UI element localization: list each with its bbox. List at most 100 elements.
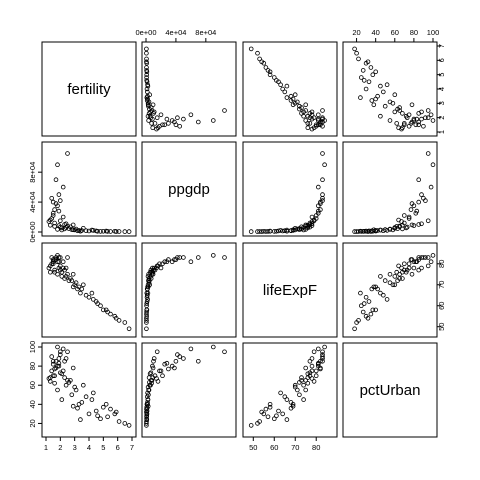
point-lifeexpf-vs-ppgdp-42: [211, 253, 216, 258]
point-fertility-vs-ppgdp-23: [145, 89, 150, 95]
point-lifeexpf-vs-fertility-29: [116, 318, 122, 323]
point-fertility-vs-ppgdp-29: [144, 56, 149, 62]
tick-label-bottom-fertility-5: 6: [116, 443, 120, 452]
point-lifeexpf-vs-fertility-40: [50, 261, 56, 267]
point-ppgdp-vs-pcturban-44: [416, 177, 422, 183]
point-pcturban-vs-ppgdp-54: [150, 365, 156, 371]
point-fertility-vs-lifeexpf-56: [315, 116, 321, 122]
tick-label-bottom-fertility-3: 4: [87, 443, 91, 452]
point-ppgdp-vs-fertility-17: [98, 229, 103, 234]
point-ppgdp-vs-pcturban-57: [400, 226, 405, 232]
point-fertility-vs-pcturban-14: [425, 115, 431, 120]
point-pcturban-vs-lifeexpf-36: [297, 392, 302, 398]
point-pcturban-vs-fertility-29: [116, 419, 122, 424]
point-fertility-vs-lifeexpf-48: [259, 59, 265, 65]
point-ppgdp-vs-pcturban-40: [401, 213, 407, 218]
point-fertility-vs-pcturban-37: [373, 96, 379, 102]
point-lifeexpf-vs-pcturban-28: [390, 282, 396, 288]
point-lifeexpf-vs-fertility-13: [47, 269, 53, 275]
point-pcturban-vs-lifeexpf-48: [259, 409, 265, 415]
tick-label-left-pcturban-3: 80: [28, 362, 37, 370]
point-pcturban-vs-fertility-58: [78, 417, 83, 422]
point-pcturban-vs-lifeexpf-39: [309, 376, 315, 381]
point-pcturban-vs-ppgdp-6: [173, 358, 179, 364]
point-ppgdp-vs-pcturban-51: [419, 221, 424, 227]
point-pcturban-vs-lifeexpf-52: [307, 370, 313, 376]
point-pcturban-vs-lifeexpf-30: [267, 404, 273, 410]
point-lifeexpf-vs-ppgdp-0: [158, 265, 164, 271]
point-lifeexpf-vs-fertility-47: [95, 301, 100, 306]
point-ppgdp-vs-lifeexpf-53: [311, 217, 317, 223]
point-ppgdp-vs-fertility-0: [60, 214, 66, 220]
point-ppgdp-vs-fertility-19: [56, 192, 62, 197]
point-pcturban-vs-lifeexpf-11: [248, 423, 254, 428]
point-ppgdp-vs-fertility-51: [63, 221, 69, 227]
point-ppgdp-vs-lifeexpf-11: [248, 229, 254, 234]
point-lifeexpf-vs-pcturban-41: [428, 259, 434, 265]
point-ppgdp-vs-lifeexpf-8: [294, 226, 300, 232]
point-lifeexpf-vs-ppgdp-41: [188, 259, 194, 265]
point-ppgdp-vs-fertility-44: [53, 177, 59, 183]
tick-label-top-pcturban-1: 40: [371, 28, 379, 37]
point-pcturban-vs-fertility-48: [113, 409, 119, 415]
point-fertility-vs-ppgdp-27: [146, 118, 151, 123]
point-pcturban-vs-ppgdp-49: [144, 405, 150, 411]
point-ppgdp-vs-fertility-52: [57, 224, 63, 230]
point-pcturban-vs-fertility-46: [59, 397, 65, 402]
point-lifeexpf-vs-fertility-49: [75, 286, 80, 292]
panel-ppgdp-lifeexpf: [242, 141, 338, 237]
point-fertility-vs-pcturban-12: [401, 121, 407, 126]
panel-fertility-lifeexpf: [242, 41, 338, 137]
point-pcturban-vs-ppgdp-34: [175, 352, 180, 357]
point-pcturban-vs-lifeexpf-40: [313, 373, 319, 379]
point-lifeexpf-vs-fertility-55: [91, 297, 96, 302]
point-fertility-vs-ppgdp-20: [172, 119, 177, 125]
point-pcturban-vs-lifeexpf-29: [257, 419, 262, 424]
point-ppgdp-vs-pcturban-32: [406, 216, 412, 221]
point-lifeexpf-vs-pcturban-58: [358, 290, 363, 296]
point-pcturban-vs-lifeexpf-28: [292, 384, 298, 390]
point-pcturban-vs-lifeexpf-51: [309, 356, 315, 361]
point-lifeexpf-vs-pcturban-11: [352, 326, 357, 332]
point-fertility-vs-ppgdp-53: [155, 125, 161, 130]
point-pcturban-vs-ppgdp-58: [144, 417, 150, 422]
point-pcturban-vs-ppgdp-33: [166, 366, 171, 372]
point-ppgdp-vs-pcturban-52: [404, 224, 410, 230]
point-ppgdp-vs-fertility-42: [55, 162, 60, 168]
point-lifeexpf-vs-ppgdp-57: [146, 276, 152, 281]
point-ppgdp-vs-fertility-34: [57, 198, 63, 203]
point-ppgdp-vs-pcturban-55: [384, 228, 390, 233]
point-fertility-vs-ppgdp-47: [144, 78, 150, 83]
point-fertility-vs-pcturban-33: [408, 121, 414, 126]
point-fertility-vs-pcturban-29: [356, 56, 361, 62]
point-pcturban-vs-lifeexpf-56: [315, 360, 321, 366]
tick-label-top-pcturban-3: 80: [410, 28, 418, 37]
point-pcturban-vs-fertility-36: [69, 392, 75, 398]
point-pcturban-vs-fertility-15: [63, 382, 69, 388]
point-pcturban-vs-lifeexpf-34: [320, 352, 325, 357]
point-lifeexpf-vs-fertility-57: [62, 276, 67, 281]
point-ppgdp-vs-pcturban-33: [408, 207, 414, 212]
panel-fertility-fertility: [41, 41, 137, 137]
point-pcturban-vs-fertility-12: [52, 373, 57, 379]
point-fertility-vs-lifeexpf-31: [297, 106, 302, 112]
point-ppgdp-vs-fertility-47: [95, 229, 100, 234]
point-lifeexpf-vs-ppgdp-8: [146, 280, 152, 286]
point-fertility-vs-ppgdp-36: [146, 103, 151, 109]
point-ppgdp-vs-fertility-56: [56, 208, 62, 214]
point-ppgdp-vs-pcturban-43: [425, 151, 431, 156]
variable-label-pcturban: pctUrban: [360, 382, 421, 399]
point-fertility-vs-ppgdp-17: [144, 75, 149, 80]
point-fertility-vs-pcturban-9: [371, 102, 377, 108]
point-pcturban-vs-ppgdp-25: [162, 361, 168, 367]
point-fertility-vs-pcturban-55: [384, 82, 390, 87]
point-lifeexpf-vs-fertility-53: [47, 263, 53, 269]
point-ppgdp-vs-lifeexpf-24: [276, 228, 281, 234]
point-pcturban-vs-ppgdp-0: [158, 368, 164, 374]
point-fertility-vs-pcturban-40: [401, 122, 407, 128]
point-fertility-vs-pcturban-56: [414, 116, 420, 122]
tick-label-top-ppgdp-2: 8e+04: [195, 28, 216, 37]
point-lifeexpf-vs-pcturban-48: [365, 315, 371, 321]
point-pcturban-vs-lifeexpf-4: [284, 397, 290, 402]
